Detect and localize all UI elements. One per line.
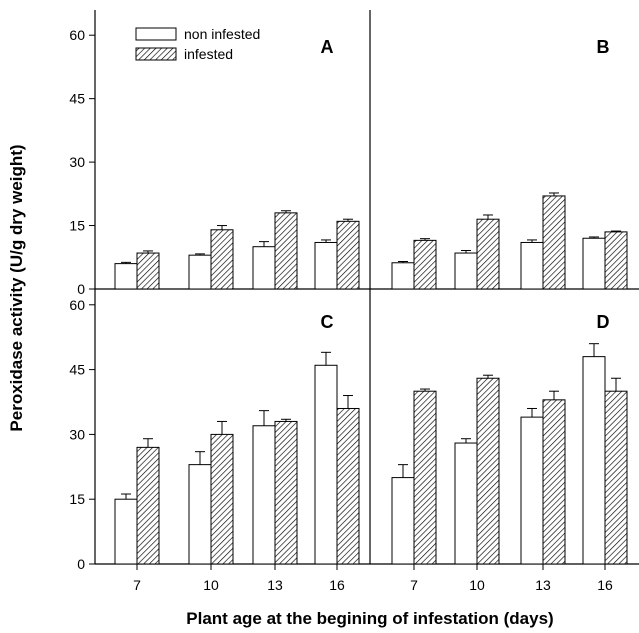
bar-non-infested [114,498,138,565]
x-tick-label: 7 [133,577,141,593]
bar-non-infested [114,263,138,290]
y-tick-label: 30 [69,426,85,442]
y-tick-label: 45 [69,362,85,378]
bar-infested [136,446,160,565]
bar-infested [274,212,298,290]
y-axis-title: Peroxidase activity (U/g dry weight) [7,144,26,431]
bar-infested [210,229,234,290]
bar-non-infested [391,477,415,565]
y-tick-label: 15 [69,491,85,507]
bar-non-infested [252,246,276,290]
x-tick-label: 10 [203,577,219,593]
legend-swatch-infested [135,47,177,61]
bar-non-infested [582,237,606,290]
bar-non-infested [314,364,338,565]
y-tick-label: 15 [69,218,85,234]
x-axis-title: Plant age at the begining of infestation… [186,609,553,628]
bar-infested [413,390,437,565]
bar-infested [542,399,566,565]
y-tick-label: 30 [69,154,85,170]
bar-non-infested [520,241,544,290]
bar-non-infested [454,442,478,565]
x-tick-label: 16 [329,577,345,593]
bar-infested [274,420,298,565]
bar-infested [542,195,566,290]
bar-non-infested [454,252,478,290]
bar-infested [210,433,234,565]
bar-non-infested [391,262,415,290]
bar-infested [476,377,500,565]
y-tick-label: 0 [77,556,85,572]
panel-label-b: B [597,37,610,57]
bar-infested [604,231,628,290]
y-tick-label: 60 [69,297,85,313]
legend-label-infested: infested [184,46,233,62]
bar-non-infested [314,241,338,290]
bar-non-infested [252,425,276,565]
bar-infested [476,218,500,290]
bar-non-infested [188,464,212,565]
x-tick-label: 13 [267,577,283,593]
bar-infested [336,220,360,290]
y-axis-title-group: Peroxidase activity (U/g dry weight) [7,144,26,431]
bar-infested [336,407,360,565]
legend: non infested infested [135,26,260,62]
x-tick-label: 16 [597,577,613,593]
x-tick-label: 13 [535,577,551,593]
legend-label-non-infested: non infested [184,26,260,42]
bar-non-infested [520,416,544,565]
legend-swatch-non-infested [135,27,177,41]
y-tick-label: 60 [69,27,85,43]
panel-label-c: C [321,312,334,332]
x-tick-label: 10 [469,577,485,593]
panel-label-a: A [321,37,334,57]
bar-non-infested [582,356,606,565]
bar-infested [136,252,160,290]
y-tick-label: 0 [77,281,85,297]
panel-label-d: D [597,312,610,332]
bar-infested [604,390,628,565]
bar-non-infested [188,254,212,290]
x-tick-label: 7 [410,577,418,593]
bar-infested [413,239,437,290]
y-tick-label: 45 [69,91,85,107]
